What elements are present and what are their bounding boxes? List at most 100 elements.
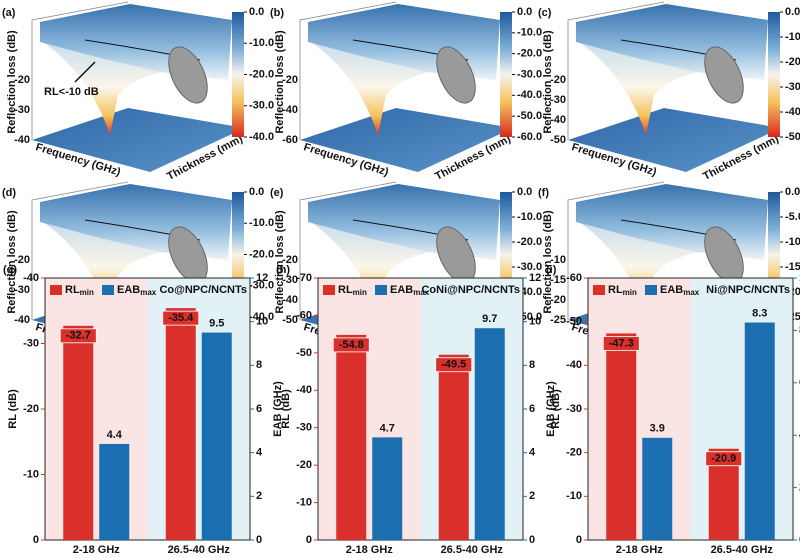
z-tick-label: -40 — [14, 134, 30, 146]
value-label: -20.9 — [711, 453, 736, 465]
y2-axis-label: EAB (GHz) — [272, 381, 284, 437]
z-tick-label: -40 — [550, 114, 566, 126]
y2-tick-label: 4 — [256, 447, 263, 459]
category-band — [690, 278, 793, 540]
value-label: 4.4 — [107, 429, 123, 441]
colorbar-tick-label: -10.0 — [517, 211, 542, 223]
legend-name: EAB — [660, 284, 683, 296]
legend-swatch — [50, 285, 62, 295]
z-tick-label: -30 — [282, 274, 298, 286]
y-tick-label: 0 — [576, 534, 582, 546]
legend-subscript: max — [683, 288, 700, 297]
panel-label: (e) — [270, 187, 284, 199]
y-tick-label: -40 — [566, 359, 582, 371]
particle-sketch — [436, 46, 476, 104]
colorbar — [768, 12, 780, 137]
y2-tick-label: 10 — [529, 316, 541, 328]
x-tick-label: 2-18 GHz — [346, 544, 394, 556]
panel-label: (g) — [3, 264, 17, 276]
z-tick-label: -15 — [550, 274, 566, 286]
y-tick-label: 0 — [306, 534, 312, 546]
y2-tick-label: 12 — [529, 272, 541, 284]
value-label: 9.5 — [209, 317, 224, 329]
z-tick-label: -30 — [14, 284, 30, 296]
colorbar-tick-label: -40.0 — [249, 311, 274, 323]
y-tick-label: -10 — [566, 490, 582, 502]
colorbar — [500, 12, 512, 137]
bar — [438, 354, 469, 540]
y-tick-label: -50 — [296, 347, 312, 359]
panel-label: (i) — [546, 264, 557, 276]
legend-subscript: min — [623, 288, 637, 297]
panel-label: (b) — [270, 7, 284, 19]
x-tick-label: 26.5-40 GHz — [168, 544, 231, 556]
colorbar-tick-label: -20.0 — [517, 48, 542, 60]
value-label: -54.8 — [339, 339, 364, 351]
axis-frame — [31, 1, 129, 140]
legend-name: RL — [608, 284, 623, 296]
y2-tick-label: 8 — [256, 359, 262, 371]
axis-frame — [567, 1, 665, 140]
legend-swatch — [102, 285, 114, 295]
y-tick-label: -10 — [296, 496, 312, 508]
x-tick-label: 26.5-40 GHz — [441, 544, 504, 556]
legend-name: RL — [338, 284, 353, 296]
legend-swatch — [375, 285, 387, 295]
z-axis-label: Reflection loss (dB) — [6, 210, 18, 314]
value-label: 4.7 — [380, 422, 395, 434]
panel-label: (h) — [276, 264, 290, 276]
y-tick-label: -20 — [566, 447, 582, 459]
legend-name: RL — [65, 284, 80, 296]
colorbar-tick-label: -50.0 — [517, 110, 542, 122]
category-band — [45, 278, 148, 540]
y2-tick-label: 2 — [529, 490, 535, 502]
z-tick-label: -50 — [282, 314, 298, 326]
y2-tick-label: 2 — [256, 490, 262, 502]
y-tick-label: -50 — [566, 316, 582, 328]
y-tick-label: -70 — [296, 272, 312, 284]
z-tick-label: -20 — [550, 294, 566, 306]
axis-frame — [567, 181, 665, 320]
legend-subscript: max — [413, 288, 430, 297]
z-tick-label: -20 — [550, 74, 566, 86]
axis-frame — [299, 181, 397, 320]
category-band — [420, 278, 523, 540]
z-tick-label: -30 — [14, 104, 30, 116]
colorbar-tick-label: -20.0 — [517, 236, 542, 248]
axis-frame — [299, 1, 397, 140]
z-tick-label: -20 — [14, 254, 30, 266]
surface-floor — [32, 108, 245, 172]
colorbar — [232, 12, 244, 137]
x-tick-label: 2-18 GHz — [73, 544, 121, 556]
value-label-box — [332, 337, 370, 353]
panel-label: (c) — [538, 7, 552, 19]
y-axis-label: RL (dB) — [550, 389, 562, 429]
z-axis-label: Reflection loss (dB) — [542, 210, 554, 314]
colorbar-tick-label: -60.0 — [517, 131, 542, 143]
colorbar-tick-label: 0.0 — [249, 6, 264, 18]
colorbar-tick-label: -30.0 — [517, 261, 542, 273]
colorbar-tick-label: -10.0 — [249, 37, 274, 49]
value-label-box — [59, 328, 97, 344]
z-tick-label: -25 — [550, 314, 566, 326]
y-tick-label: -40 — [23, 272, 39, 284]
colorbar-tick-label: -10.0 — [517, 27, 542, 39]
panel-label: (d) — [2, 187, 16, 199]
z-axis-label: Reflection loss (dB) — [274, 210, 286, 314]
axis-frame — [31, 181, 129, 320]
x-tick-label: 2-18 GHz — [616, 544, 664, 556]
y2-tick-label: 0 — [256, 534, 262, 546]
colorbar-tick-label: 0.0 — [785, 186, 800, 198]
colorbar-tick-label: -30.0 — [785, 81, 800, 93]
bar — [474, 328, 505, 540]
z-tick-label: -20 — [14, 74, 30, 86]
y2-tick-label: 6 — [256, 403, 262, 415]
surface-floor — [300, 108, 513, 172]
bar — [201, 332, 232, 540]
y-tick-label: -20 — [23, 403, 39, 415]
y-tick-label: -60 — [296, 309, 312, 321]
annotation: CoNi@NPC/NCNTs — [421, 284, 520, 296]
z-tick-label: -40 — [282, 104, 298, 116]
legend-label: EABmax — [117, 284, 157, 297]
